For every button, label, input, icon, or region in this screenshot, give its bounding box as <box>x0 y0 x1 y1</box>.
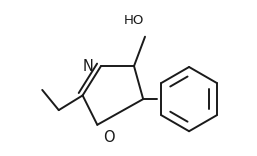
Text: O: O <box>103 130 114 145</box>
Text: HO: HO <box>124 14 144 27</box>
Text: N: N <box>83 58 94 74</box>
